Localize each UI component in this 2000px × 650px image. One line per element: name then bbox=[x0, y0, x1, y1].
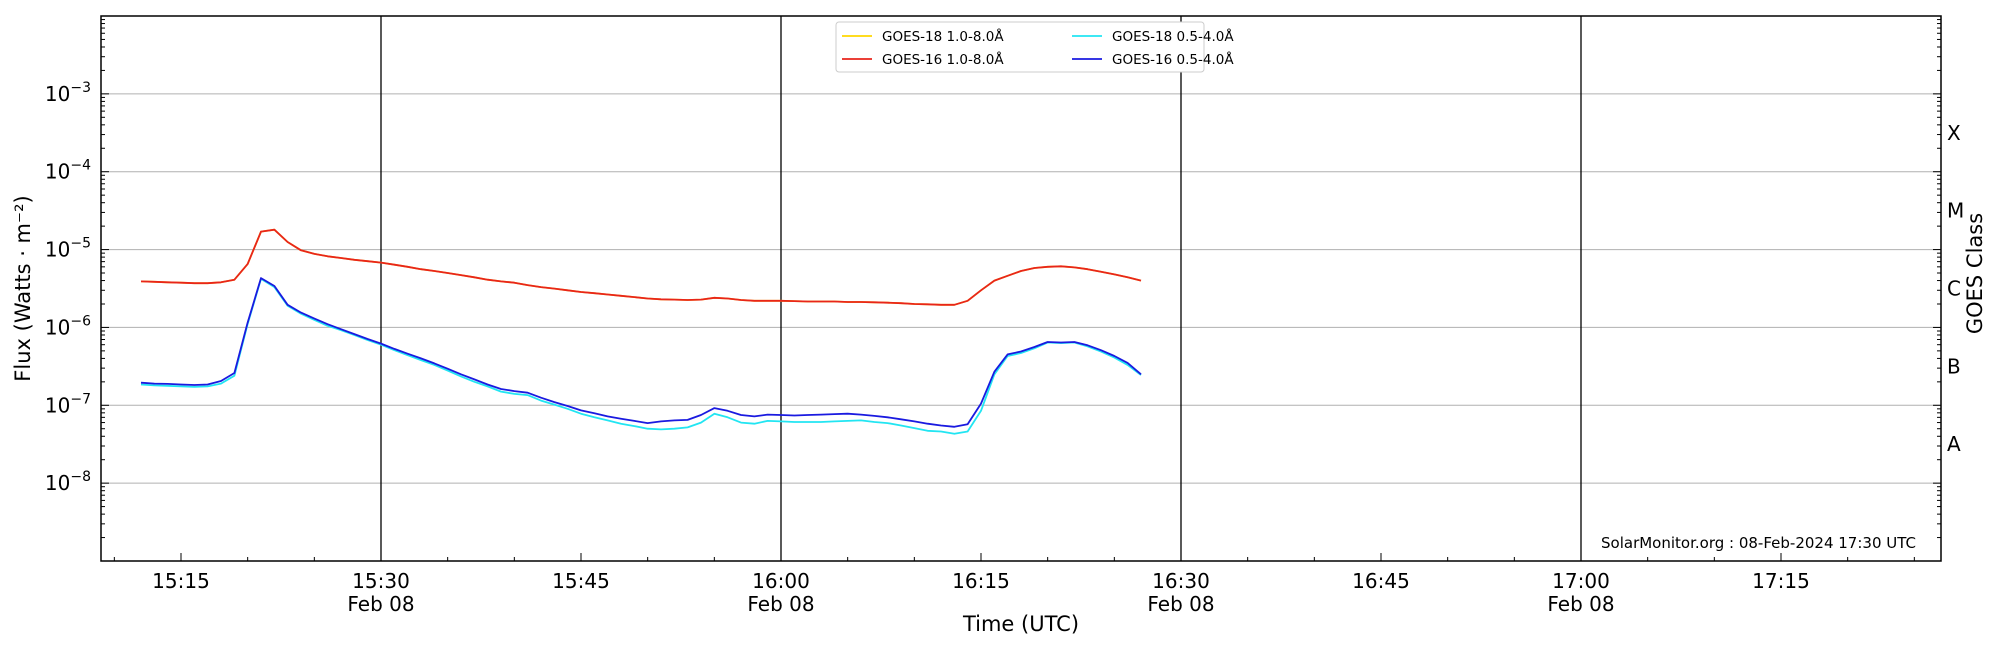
y-tick-label-exponent: −5 bbox=[70, 236, 91, 252]
y-tick-label-base: 10 bbox=[45, 238, 70, 262]
goes-class-labels: A B C M X bbox=[1947, 121, 1964, 456]
y-axis-ticks: 10−810−710−610−510−410−3 bbox=[45, 19, 1941, 562]
series-line-3 bbox=[140, 277, 1142, 428]
goes-class-label: C bbox=[1947, 277, 1961, 301]
grid-layer bbox=[101, 93, 1941, 484]
legend: GOES-18 1.0-8.0Å GOES-16 1.0-8.0Å GOES-18 … bbox=[835, 21, 1234, 73]
goes-class-label: X bbox=[1947, 121, 1961, 145]
x-tick-label: 15:45 bbox=[552, 569, 610, 593]
y-tick-label: 10−7 bbox=[45, 391, 91, 417]
plot-frame bbox=[100, 15, 1942, 562]
y-tick-label-exponent: −8 bbox=[70, 469, 91, 485]
y-tick-label: 10−4 bbox=[45, 158, 91, 184]
y-tick-label-base: 10 bbox=[45, 160, 70, 184]
y-tick-label-exponent: −6 bbox=[70, 313, 91, 329]
vertical-lines-layer bbox=[380, 16, 1582, 561]
legend-box bbox=[835, 21, 1205, 73]
x-tick-date-label: Feb 08 bbox=[1547, 592, 1614, 616]
series-layer bbox=[140, 228, 1142, 435]
right-axis-title: GOES Class bbox=[1963, 213, 1987, 334]
x-axis-title: Time (UTC) bbox=[962, 612, 1079, 636]
goes-class-label: B bbox=[1947, 354, 1961, 378]
x-tick-label: 17:15 bbox=[1752, 569, 1810, 593]
x-tick-label: 17:00 bbox=[1552, 569, 1610, 593]
x-tick-date-label: Feb 08 bbox=[1147, 592, 1214, 616]
goes-class-label: M bbox=[1947, 199, 1964, 223]
y-tick-label-base: 10 bbox=[45, 315, 70, 339]
y-tick-label: 10−5 bbox=[45, 236, 91, 262]
series-line-0 bbox=[140, 228, 1142, 306]
legend-label: GOES-18 1.0-8.0Å bbox=[882, 28, 1004, 45]
x-tick-label: 16:15 bbox=[952, 569, 1010, 593]
x-tick-label: 15:30 bbox=[352, 569, 410, 593]
y-tick-label: 10−8 bbox=[45, 469, 91, 495]
credit-text: SolarMonitor.org : 08-Feb-2024 17:30 UTC bbox=[1601, 534, 1916, 552]
legend-label: GOES-16 1.0-8.0Å bbox=[882, 51, 1004, 68]
y-axis-title: Flux (Watts · m⁻²) bbox=[11, 195, 35, 381]
series-line-2 bbox=[140, 277, 1142, 435]
y-tick-label-base: 10 bbox=[45, 393, 70, 417]
y-tick-label: 10−3 bbox=[45, 80, 91, 106]
y-tick-label-base: 10 bbox=[45, 471, 70, 495]
goes-class-label: A bbox=[1947, 432, 1961, 456]
x-tick-date-label: Feb 08 bbox=[347, 592, 414, 616]
legend-label: GOES-16 0.5-4.0Å bbox=[1112, 51, 1234, 68]
y-tick-label-exponent: −3 bbox=[70, 80, 91, 96]
legend-label: GOES-18 0.5-4.0Å bbox=[1112, 28, 1234, 45]
y-tick-label-exponent: −4 bbox=[70, 158, 91, 174]
x-tick-label: 16:45 bbox=[1352, 569, 1410, 593]
y-tick-label-exponent: −7 bbox=[70, 391, 91, 407]
series-line-1 bbox=[140, 228, 1142, 306]
x-tick-date-label: Feb 08 bbox=[747, 592, 814, 616]
x-tick-label: 15:15 bbox=[152, 569, 210, 593]
x-tick-label: 16:30 bbox=[1152, 569, 1210, 593]
y-tick-label-base: 10 bbox=[45, 82, 70, 106]
x-tick-label: 16:00 bbox=[752, 569, 810, 593]
y-tick-label: 10−6 bbox=[45, 313, 91, 339]
